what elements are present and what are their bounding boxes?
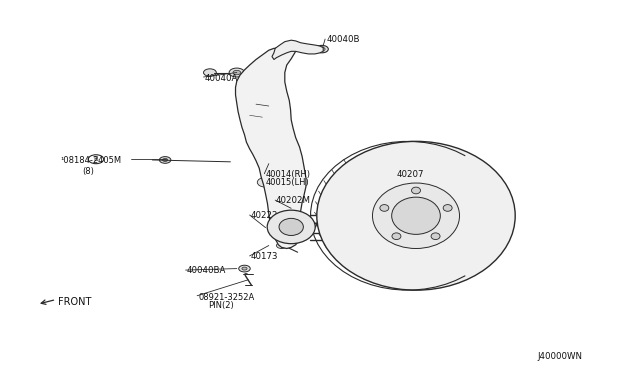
Circle shape [326,213,333,217]
Circle shape [204,69,216,76]
Circle shape [159,157,171,163]
Text: 40014(RH): 40014(RH) [266,170,310,179]
Ellipse shape [372,183,460,248]
Circle shape [257,177,274,187]
Ellipse shape [412,187,420,194]
Ellipse shape [268,210,315,244]
Text: 08921-3252A: 08921-3252A [198,293,255,302]
Text: 40173: 40173 [251,252,278,261]
Circle shape [254,124,277,137]
Ellipse shape [279,218,303,235]
Text: 40040B: 40040B [326,35,360,44]
Text: 40040A: 40040A [205,74,238,83]
Circle shape [316,45,328,53]
Ellipse shape [392,233,401,240]
Text: 40040BA: 40040BA [187,266,227,275]
Circle shape [329,230,337,235]
Ellipse shape [443,205,452,211]
Polygon shape [272,40,323,60]
Polygon shape [236,45,306,248]
Circle shape [233,70,241,75]
Text: 40015(LH): 40015(LH) [266,178,309,187]
Text: 40202M: 40202M [275,196,310,205]
Circle shape [163,158,168,161]
Circle shape [276,243,287,248]
Circle shape [239,265,250,272]
Circle shape [319,47,325,51]
Circle shape [326,238,333,242]
Text: 40222: 40222 [251,211,278,220]
Text: PIN(2): PIN(2) [208,301,234,310]
Circle shape [329,221,337,225]
Text: (8): (8) [82,167,94,176]
Ellipse shape [431,233,440,240]
Circle shape [229,68,244,77]
Circle shape [242,267,247,270]
Text: B: B [93,156,99,162]
Text: 40207: 40207 [397,170,424,179]
Circle shape [272,151,291,162]
Ellipse shape [380,205,389,211]
Ellipse shape [317,141,515,290]
Text: FRONT: FRONT [58,297,91,307]
Text: J40000WN: J40000WN [538,352,582,361]
Text: ¹08184-2405M: ¹08184-2405M [61,156,122,165]
Ellipse shape [392,197,440,234]
